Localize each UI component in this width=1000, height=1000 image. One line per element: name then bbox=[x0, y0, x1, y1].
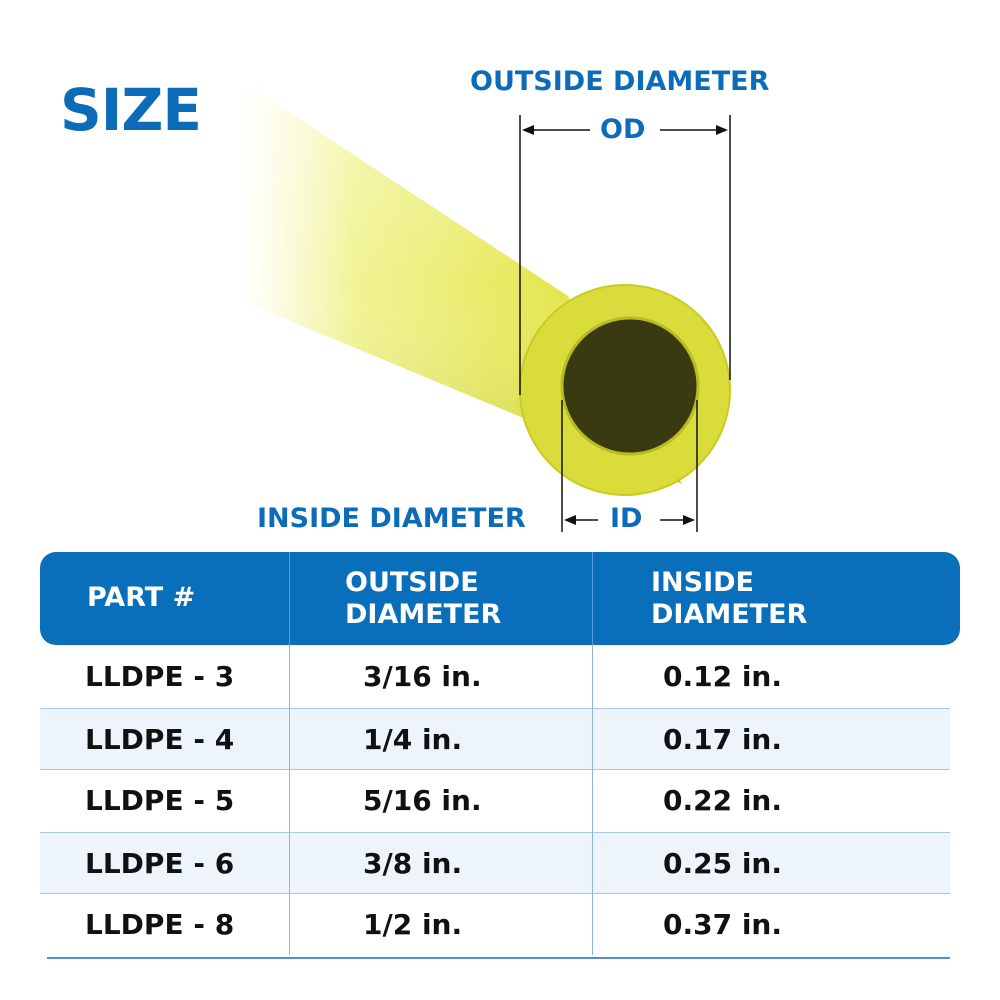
table-header: PART # OUTSIDE DIAMETER INSIDE DIAMETER bbox=[40, 552, 960, 645]
inside-diameter-cell: 0.12 in. bbox=[663, 660, 782, 693]
header-outside-line1: OUTSIDE bbox=[345, 567, 479, 598]
header-part: PART # bbox=[87, 582, 196, 613]
table-row: LLDPE - 3 3/16 in. 0.12 in. bbox=[40, 646, 950, 708]
outside-diameter-cell: 3/16 in. bbox=[363, 660, 482, 693]
page-title: SIZE bbox=[60, 76, 202, 144]
id-dimension bbox=[561, 400, 698, 532]
outside-diameter-label: OUTSIDE DIAMETER bbox=[470, 66, 770, 97]
outside-diameter-cell: 5/16 in. bbox=[363, 784, 482, 817]
table-row: LLDPE - 5 5/16 in. 0.22 in. bbox=[40, 770, 950, 832]
inside-diameter-cell: 0.22 in. bbox=[663, 784, 782, 817]
column-divider bbox=[289, 645, 290, 955]
inside-diameter-cell: 0.17 in. bbox=[663, 723, 782, 756]
inside-diameter-label: INSIDE DIAMETER bbox=[257, 503, 526, 534]
part-cell: LLDPE - 3 bbox=[85, 660, 235, 693]
inside-diameter-cell: 0.25 in. bbox=[663, 847, 782, 880]
part-cell: LLDPE - 6 bbox=[85, 847, 235, 880]
outside-diameter-cell: 1/4 in. bbox=[363, 723, 463, 756]
header-inside: INSIDE DIAMETER bbox=[651, 567, 807, 631]
header-divider bbox=[592, 552, 593, 645]
outside-diameter-cell: 3/8 in. bbox=[363, 847, 463, 880]
table-row: LLDPE - 8 1/2 in. 0.37 in. bbox=[40, 894, 950, 956]
header-inside-line1: INSIDE bbox=[651, 567, 754, 598]
id-label: ID bbox=[610, 503, 643, 534]
table-row: LLDPE - 4 1/4 in. 0.17 in. bbox=[40, 708, 950, 770]
column-divider bbox=[592, 645, 593, 955]
part-cell: LLDPE - 8 bbox=[85, 908, 235, 941]
table-row: LLDPE - 6 3/8 in. 0.25 in. bbox=[40, 832, 950, 894]
header-inside-line2: DIAMETER bbox=[651, 599, 808, 630]
header-outside: OUTSIDE DIAMETER bbox=[345, 567, 501, 631]
header-divider bbox=[289, 552, 290, 645]
od-label: OD bbox=[600, 114, 646, 145]
part-cell: LLDPE - 5 bbox=[85, 784, 235, 817]
tube-illustration bbox=[240, 80, 731, 532]
outside-diameter-cell: 1/2 in. bbox=[363, 908, 463, 941]
table-bottom-border bbox=[47, 957, 950, 959]
part-cell: LLDPE - 4 bbox=[85, 723, 235, 756]
inside-diameter-cell: 0.37 in. bbox=[663, 908, 782, 941]
tube-end-inner bbox=[560, 316, 700, 456]
header-outside-line2: DIAMETER bbox=[345, 599, 502, 630]
od-dimension bbox=[519, 115, 731, 395]
